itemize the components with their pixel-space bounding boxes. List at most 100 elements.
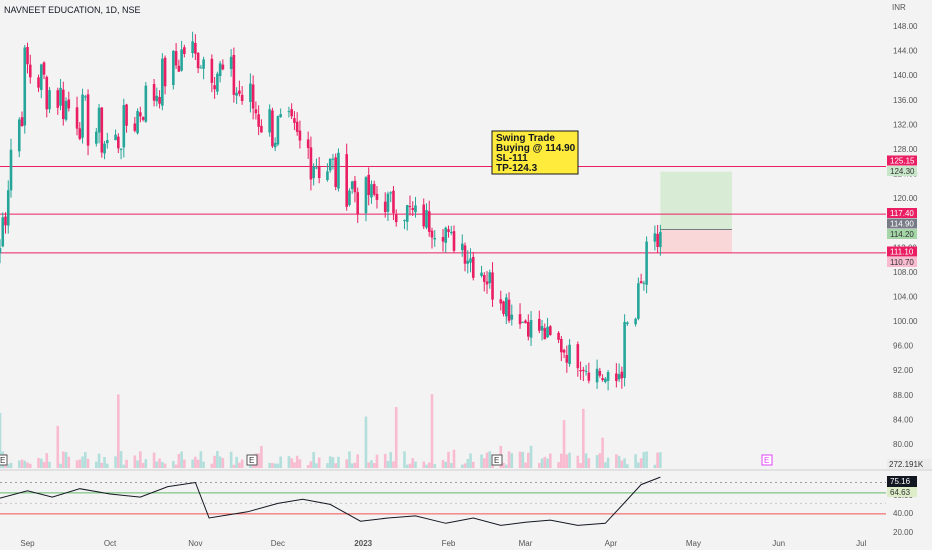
volume-bar [463,463,467,468]
candle-body [199,67,203,69]
volume-bar [526,452,530,468]
volume-bar [326,463,329,468]
candle-body [48,90,51,110]
candle-body [59,87,62,106]
volume-bar [191,459,194,468]
earnings-marker[interactable] [246,454,258,466]
volume-bar [601,437,604,468]
volume-bar [0,412,2,468]
price-tick: 84.00 [893,415,914,424]
time-axis[interactable]: Sep Oct Nov Dec 2023 Feb Mar Apr May Jun Jul [20,539,866,548]
volume-bar [37,457,40,468]
candle-body [392,190,395,214]
candle-body [620,371,624,379]
volume-bar [502,462,505,468]
candle-body [372,183,376,195]
candle-body [460,243,464,251]
volume-bar [659,452,662,468]
trade-zones [660,171,732,253]
price-tick: 92.00 [893,366,914,375]
candle-body [114,134,117,141]
candle-body [78,128,82,139]
candle-body [518,314,522,325]
price-tick: 144.00 [893,47,918,56]
candle-body [653,233,657,242]
candle-body [389,192,393,194]
time-tick: Sep [20,539,35,548]
price-tick: 108.00 [893,268,918,277]
profit-zone[interactable] [660,171,732,230]
volume-bar [59,463,62,468]
candle-body [117,136,120,149]
price-tick: 140.00 [893,71,918,80]
volume-bar [155,461,159,468]
chart-title: NAVNEET EDUCATION, 1D, NSE [4,5,141,15]
volume-bar [240,459,244,468]
candle-body [422,204,426,227]
candle-body [601,378,604,381]
candle-body [469,258,472,263]
candle-body [639,281,643,284]
volume-bar [350,463,354,468]
volume-bar [615,454,618,468]
earnings-marker-upcoming[interactable] [761,454,773,466]
volume-bar [144,459,148,468]
volume-bar [485,452,489,468]
volume-bar [389,452,393,468]
candle-body [617,374,621,380]
price-badge [887,155,917,166]
volume-bar [196,459,200,468]
volume-bar [117,394,120,468]
volume-bar [180,451,183,468]
candle-body [163,57,167,87]
volume-bar [488,451,492,468]
candle-body [427,211,431,232]
volume-bar [67,456,71,468]
candle-body [598,370,602,376]
candle-body [480,272,483,276]
volume-bar [213,455,216,468]
volume-bar [595,455,599,468]
volume-bar [562,420,566,468]
volume-bar [529,445,533,468]
candle-body [425,210,428,228]
candle-body [180,49,183,71]
volume-bar [75,460,79,468]
candle-body [238,90,241,94]
rsi-ma-badge [887,487,917,497]
candle-body [408,206,412,208]
trade-note[interactable]: Swing Trade Buying @ 114.90 SL-111 TP-12… [491,130,579,175]
volume-bar [83,452,87,468]
volume-bar [268,462,271,468]
candle-body [488,272,492,284]
candle-body [273,142,277,148]
volume-bar [334,463,337,468]
candle-body [449,231,453,233]
volume-bar [328,456,332,468]
price-badge-label: 111.10 [890,248,914,257]
volume-value: 272.191K [889,460,924,469]
earnings-marker[interactable] [0,454,8,466]
candle-body [331,158,335,160]
candle-body [504,297,508,317]
volume-bar [634,454,637,468]
candle-body [656,233,659,247]
volume-bar [444,461,448,468]
candle-body [386,193,390,212]
volume-bar [565,454,569,468]
volume-bar [199,451,203,468]
candle-body [254,109,258,114]
loss-zone[interactable] [660,229,732,253]
volume-bar [152,452,156,468]
earnings-marker[interactable] [491,454,503,466]
candle-body [276,116,280,145]
candle-body [39,64,43,90]
candle-body [337,152,340,189]
rsi-pane[interactable]: 60.00 40.00 20.00 75.16 64.63 [0,476,917,537]
price-tick: 136.00 [893,96,918,105]
volume-bar [221,458,225,468]
volume-bar [482,458,486,468]
candle-body [122,105,126,148]
